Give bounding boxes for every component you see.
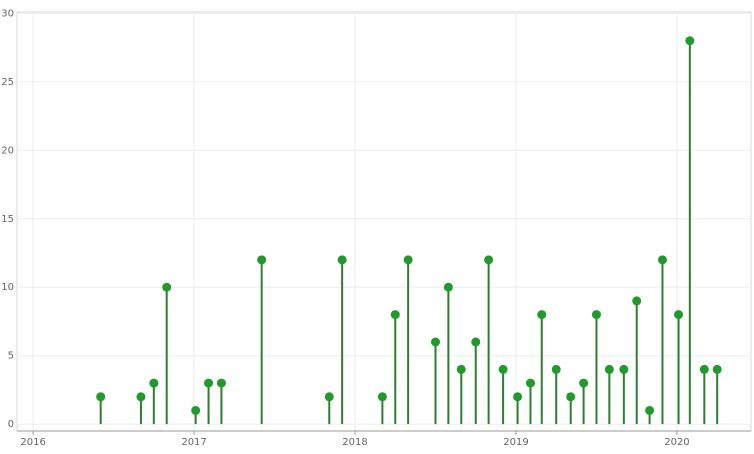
dot	[162, 282, 172, 292]
plot-frame	[16, 11, 752, 432]
dot	[566, 392, 576, 402]
dot	[149, 378, 159, 388]
dot	[257, 255, 267, 265]
dot	[324, 392, 334, 402]
dot	[377, 392, 387, 402]
dot	[191, 405, 201, 415]
dot	[674, 310, 684, 320]
dot	[204, 378, 214, 388]
x-tick-label: 2017	[181, 437, 206, 448]
dot	[216, 378, 226, 388]
dot	[484, 255, 494, 265]
dot	[591, 310, 601, 320]
x-tick-label: 2016	[20, 437, 45, 448]
dot	[551, 364, 561, 374]
x-tick-label: 2020	[664, 437, 689, 448]
dot	[498, 364, 508, 374]
y-tick-label: 5	[8, 351, 14, 362]
y-tick-label: 30	[1, 8, 14, 19]
dot	[537, 310, 547, 320]
dot	[579, 378, 589, 388]
dot	[645, 405, 655, 415]
x-tick-label: 2019	[503, 437, 528, 448]
y-tick-label: 25	[1, 77, 14, 88]
dot	[712, 364, 722, 374]
dot	[403, 255, 413, 265]
dot	[632, 296, 642, 306]
x-tick-label: 2018	[342, 437, 367, 448]
y-tick-label: 10	[1, 282, 14, 293]
y-tick-label: 20	[1, 145, 14, 156]
dot	[685, 36, 695, 46]
dot	[337, 255, 347, 265]
dot	[699, 364, 709, 374]
dot	[513, 392, 523, 402]
y-tick-label: 15	[1, 214, 14, 225]
dot	[456, 364, 466, 374]
dot	[619, 364, 629, 374]
dot	[657, 255, 667, 265]
dot	[96, 392, 106, 402]
dot	[390, 310, 400, 320]
dot	[471, 337, 481, 347]
dot	[431, 337, 441, 347]
dot	[525, 378, 535, 388]
dot	[604, 364, 614, 374]
dot	[443, 282, 453, 292]
y-tick-label: 0	[8, 419, 14, 430]
dot	[136, 392, 146, 402]
